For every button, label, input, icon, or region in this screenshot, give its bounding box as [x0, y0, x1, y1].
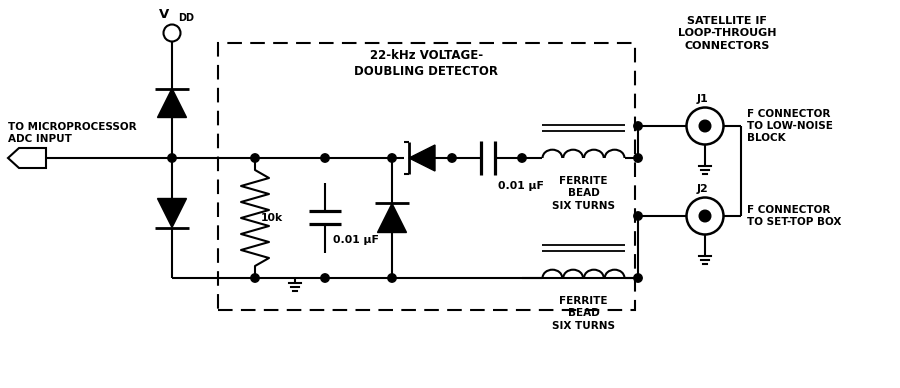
Text: TO MICROPROCESSOR
ADC INPUT: TO MICROPROCESSOR ADC INPUT	[8, 122, 137, 144]
Circle shape	[251, 154, 259, 162]
Circle shape	[634, 212, 643, 220]
Text: F CONNECTOR
TO SET-TOP BOX: F CONNECTOR TO SET-TOP BOX	[747, 205, 842, 227]
Circle shape	[699, 120, 711, 132]
Circle shape	[448, 154, 456, 162]
Circle shape	[388, 274, 396, 282]
Text: 10k: 10k	[261, 213, 284, 223]
Text: J1: J1	[698, 94, 709, 104]
Polygon shape	[377, 203, 407, 232]
Text: FERRITE
BEAD
SIX TURNS: FERRITE BEAD SIX TURNS	[552, 296, 615, 331]
Circle shape	[251, 274, 259, 282]
Text: J2: J2	[698, 184, 709, 194]
Polygon shape	[158, 88, 186, 118]
Text: 0.01 μF: 0.01 μF	[498, 181, 544, 191]
Text: FERRITE
BEAD
SIX TURNS: FERRITE BEAD SIX TURNS	[552, 176, 615, 211]
Circle shape	[634, 274, 643, 282]
Text: 22-kHz VOLTAGE-
DOUBLING DETECTOR: 22-kHz VOLTAGE- DOUBLING DETECTOR	[355, 49, 499, 78]
Circle shape	[388, 154, 396, 162]
Text: V: V	[158, 8, 169, 21]
Circle shape	[320, 274, 329, 282]
Circle shape	[518, 154, 526, 162]
Bar	[218, 43, 635, 310]
Text: SATELLITE IF
LOOP-THROUGH
CONNECTORS: SATELLITE IF LOOP-THROUGH CONNECTORS	[678, 16, 776, 51]
Polygon shape	[409, 145, 435, 171]
Circle shape	[634, 122, 643, 130]
Text: DD: DD	[178, 13, 194, 23]
Circle shape	[167, 154, 176, 162]
Circle shape	[320, 154, 329, 162]
Polygon shape	[158, 199, 186, 227]
Text: 0.01 μF: 0.01 μF	[333, 235, 379, 245]
Text: F CONNECTOR
TO LOW-NOISE
BLOCK: F CONNECTOR TO LOW-NOISE BLOCK	[747, 109, 833, 143]
Circle shape	[699, 210, 711, 222]
Polygon shape	[8, 148, 46, 168]
Circle shape	[634, 154, 643, 162]
